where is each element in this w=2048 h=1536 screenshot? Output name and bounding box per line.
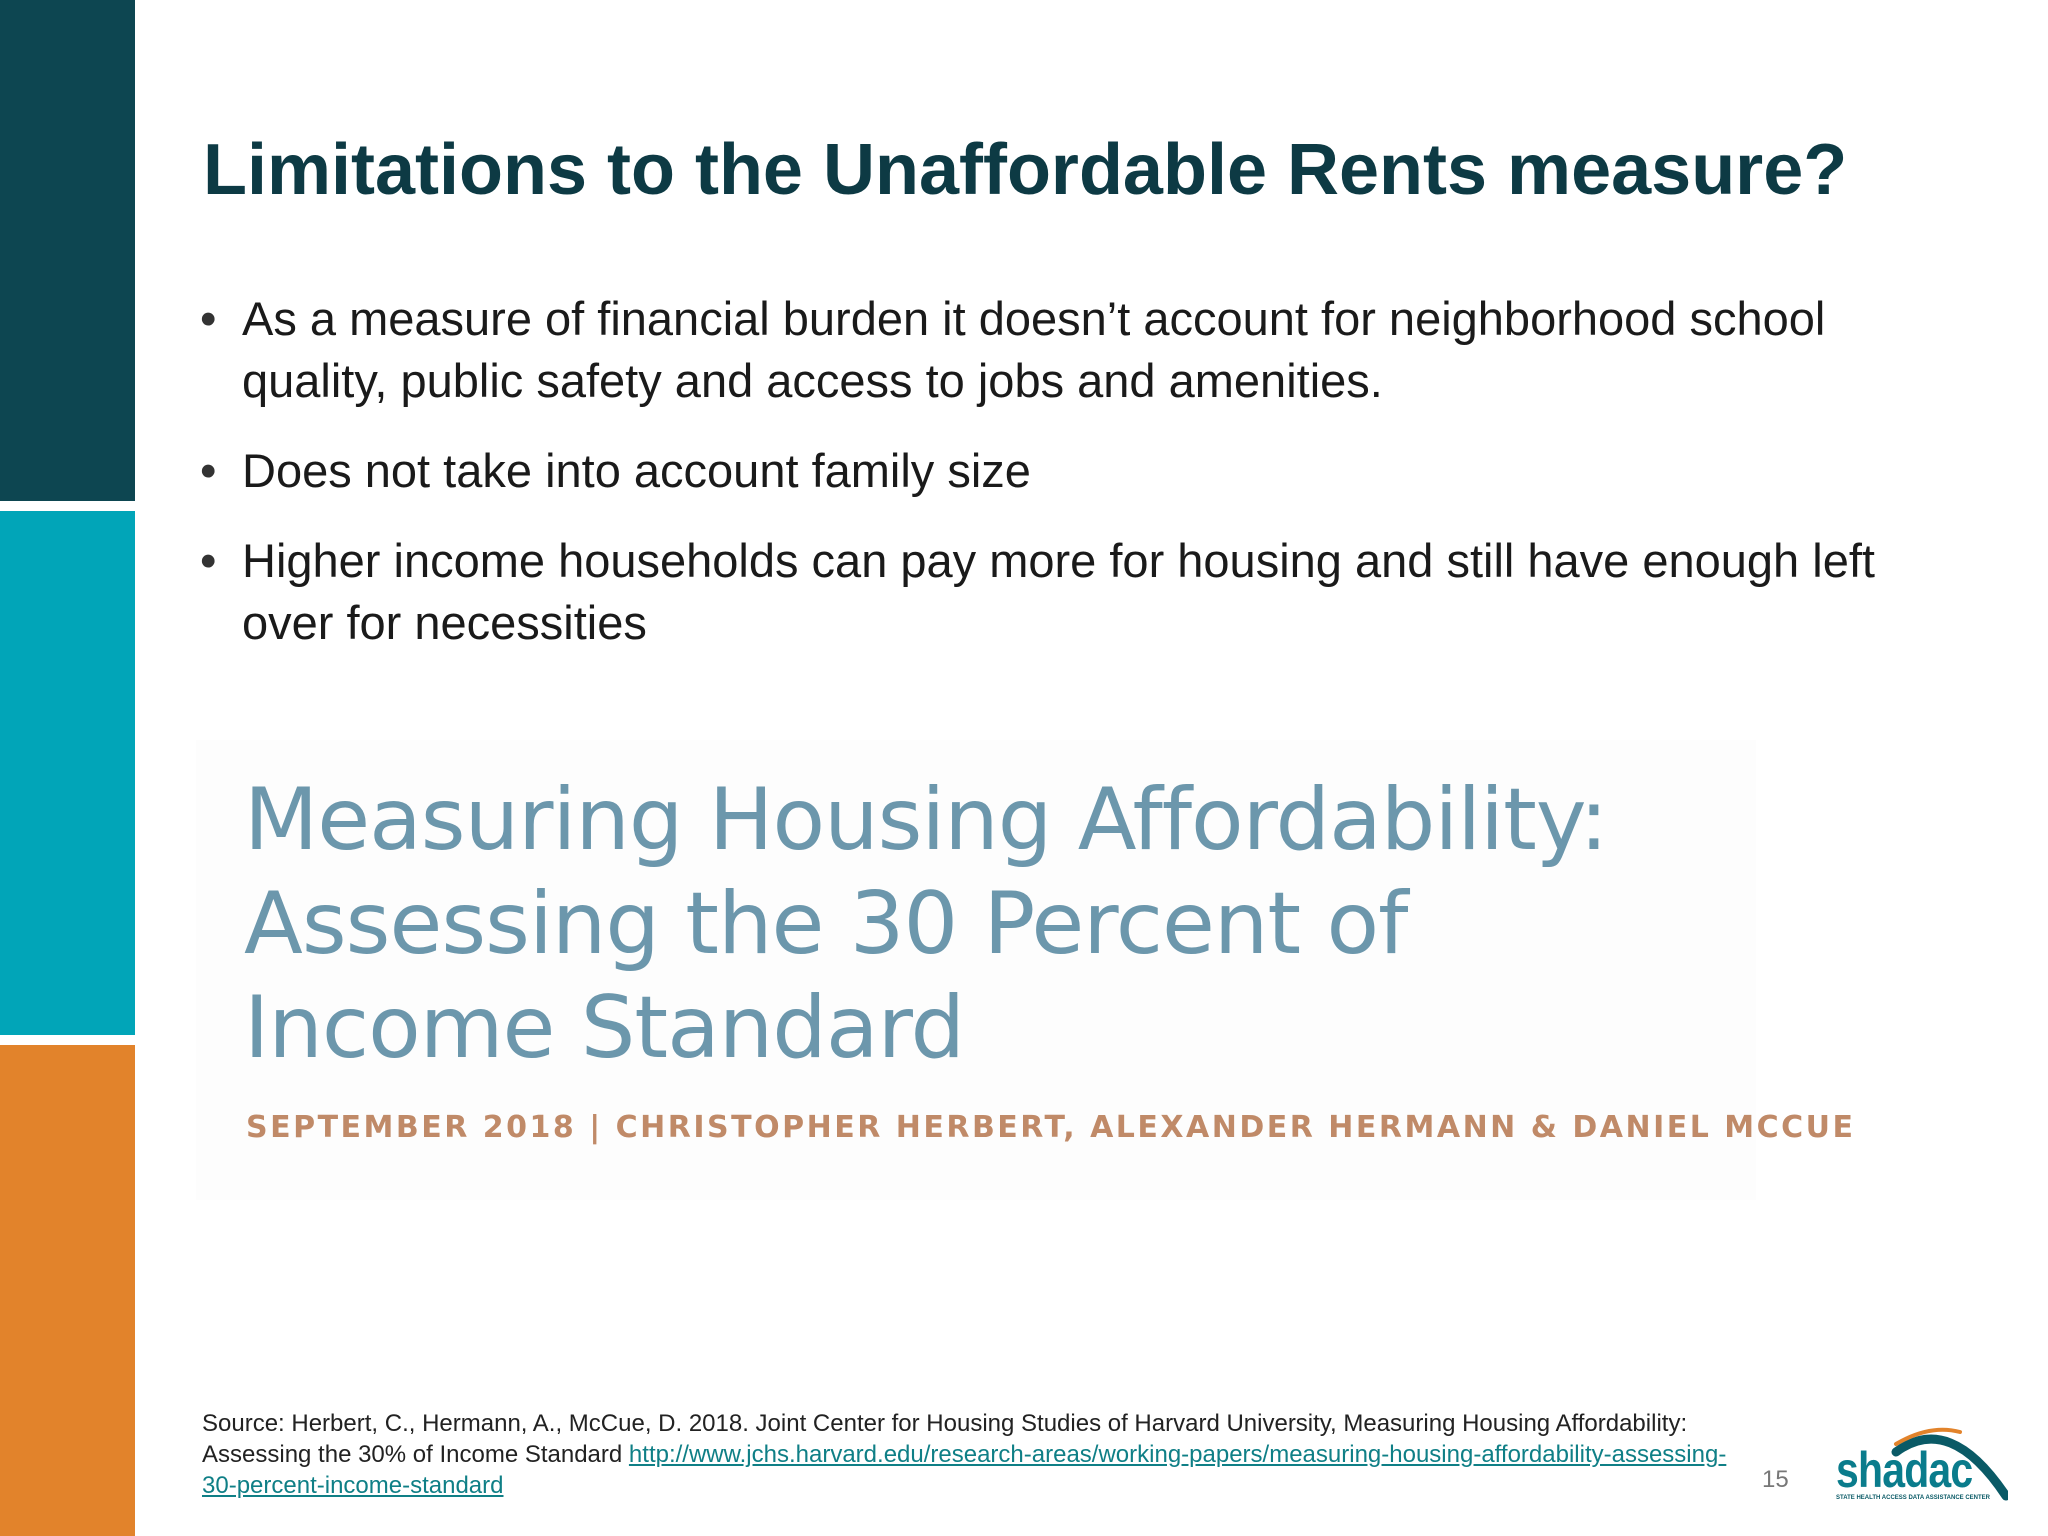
page-number: 15	[1762, 1466, 1789, 1493]
report-title-line: Income Standard	[244, 978, 965, 1078]
report-title-line: Assessing the 30 Percent of	[244, 874, 1408, 974]
bullet-marker: •	[200, 444, 217, 497]
shadac-logo: shadac STATE HEALTH ACCESS DATA ASSISTAN…	[1830, 1418, 2008, 1502]
source-text: Source: Herbert, C., Hermann, A., McCue,…	[202, 1410, 1688, 1468]
source-link[interactable]: http://www.jchs.harvard.edu/research-are…	[202, 1441, 1727, 1499]
bullet-item: • Does not take into account family size	[200, 440, 1920, 502]
sidebar-bar-orange	[0, 1045, 135, 1536]
slide-title: Limitations to the Unaffordable Rents me…	[203, 130, 1848, 210]
bullet-item: • Higher income households can pay more …	[200, 530, 1920, 654]
bullet-marker: •	[200, 292, 217, 345]
bullet-item: • As a measure of financial burden it do…	[200, 288, 1920, 412]
report-byline: SEPTEMBER 2018 | CHRISTOPHER HERBERT, AL…	[246, 1110, 1856, 1145]
report-cover-image: Measuring Housing Affordability: Assessi…	[196, 740, 1853, 1200]
bullet-text: As a measure of financial burden it does…	[242, 292, 1826, 407]
sidebar-bar-dark	[0, 0, 135, 501]
sidebar-bar-teal	[0, 511, 135, 1035]
shadac-logo-arc-icon	[1891, 1427, 2008, 1501]
bullet-marker: •	[200, 534, 217, 587]
source-citation: Source: Herbert, C., Hermann, A., McCue,…	[202, 1408, 1742, 1501]
logo-wordmark: shadac	[1836, 1442, 1973, 1498]
report-title-line: Measuring Housing Affordability:	[244, 770, 1608, 870]
report-title: Measuring Housing Affordability: Assessi…	[244, 768, 1744, 1080]
bullet-text: Does not take into account family size	[242, 444, 1031, 497]
bullet-list: • As a measure of financial burden it do…	[200, 288, 1920, 682]
logo-tagline: STATE HEALTH ACCESS DATA ASSISTANCE CENT…	[1836, 1495, 1991, 1501]
bullet-text: Higher income households can pay more fo…	[242, 534, 1875, 649]
